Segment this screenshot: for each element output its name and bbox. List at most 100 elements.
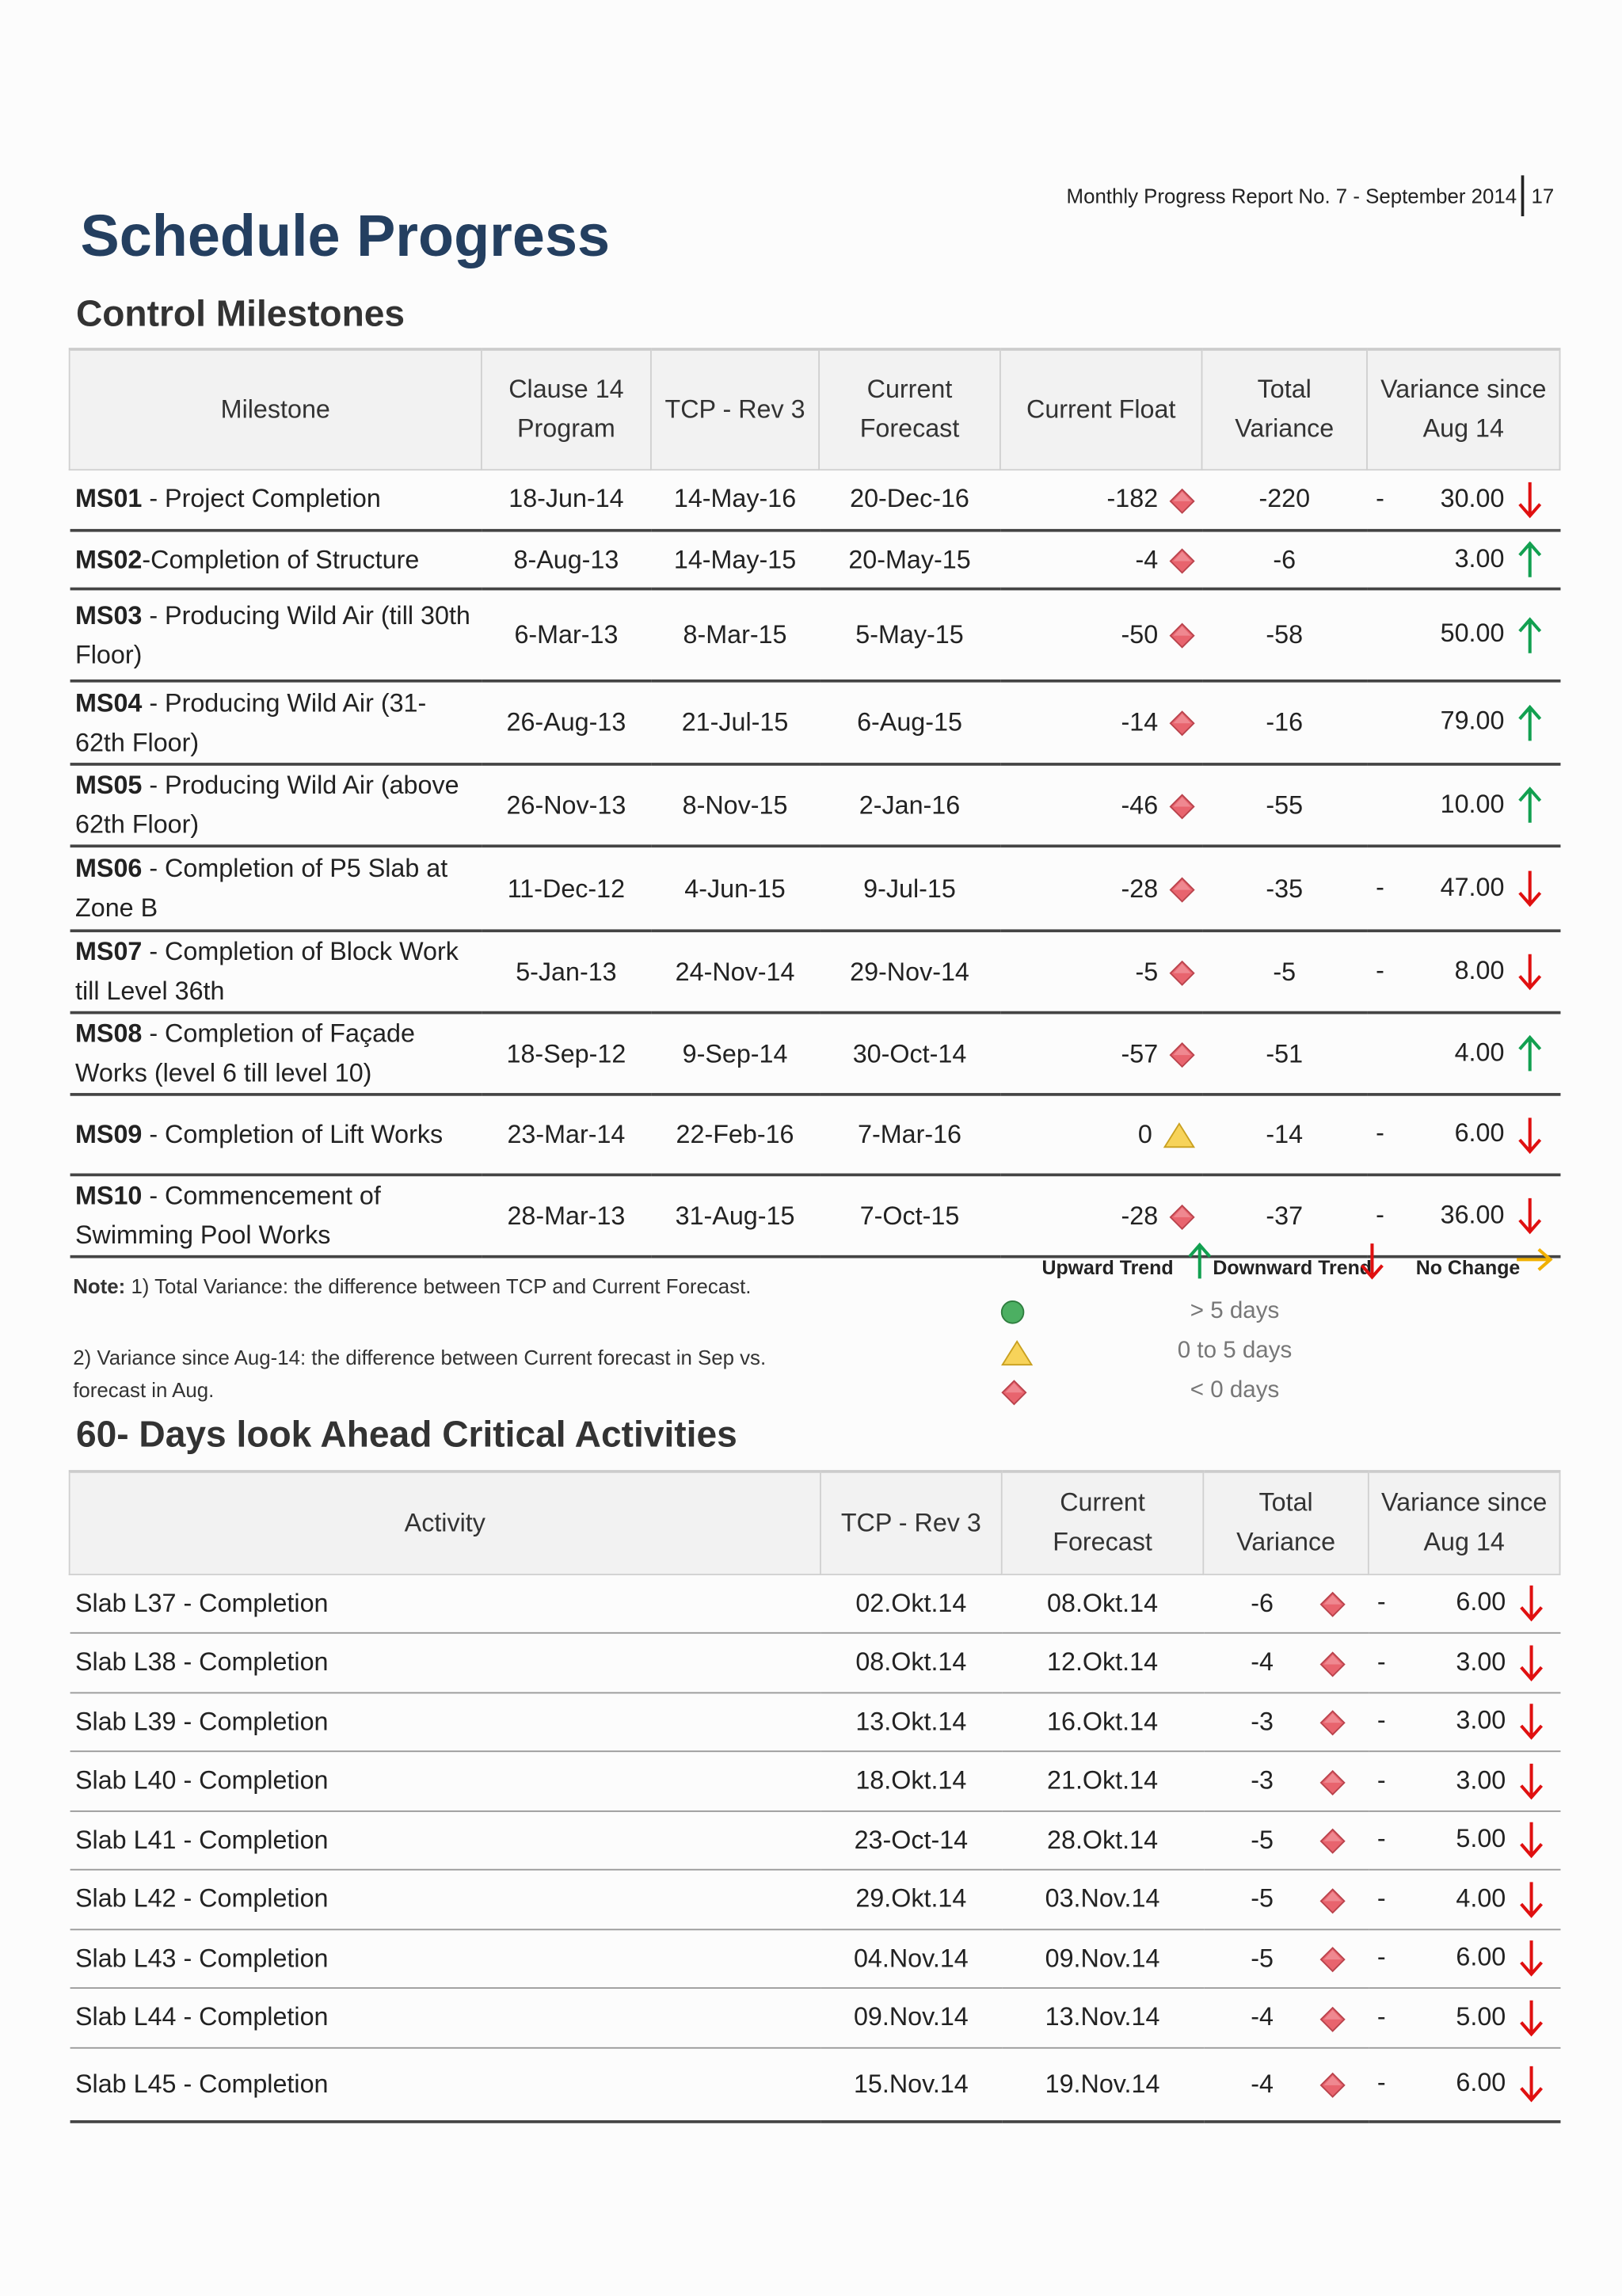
- milestone-code: MS09: [75, 1119, 143, 1149]
- cell: MS05 - Producing Wild Air (above 62th Fl…: [69, 763, 482, 848]
- status-diamond: [1319, 1651, 1345, 1677]
- milestone-code: MS10: [75, 1180, 143, 1210]
- header-row: Milestone Clause 14 Program TCP - Rev 3 Cur…: [68, 348, 1561, 470]
- cell: 30-Oct-14: [819, 1012, 1000, 1096]
- cell: -14: [999, 680, 1202, 766]
- trend-down: [1519, 2000, 1543, 2037]
- activity-row: Slab L41 - Completion 23-Oct-14 28.Okt.14 -…: [69, 1810, 1560, 1871]
- column-header: TCP - Rev 3: [650, 348, 821, 470]
- status-diamond: [1168, 1041, 1194, 1068]
- cell: Slab L39 - Completion: [69, 1692, 821, 1753]
- cell: -5: [1203, 1929, 1369, 1989]
- status-diamond: [1319, 1828, 1345, 1854]
- cell: -35: [1201, 846, 1367, 933]
- cell: 18-Sep-12: [481, 1012, 651, 1096]
- cell: 13.Nov.14: [1001, 1988, 1204, 2048]
- trend-down: [1519, 1763, 1543, 1800]
- activity-row: Slab L43 - Completion 04.Nov.14 09.Nov.14 -…: [69, 1929, 1560, 1989]
- cell: MS04 - Producing Wild Air (31-62th Floor…: [69, 680, 482, 766]
- milestone-name: - Completion of Lift Works: [142, 1119, 444, 1149]
- cell: 9-Sep-14: [650, 1012, 820, 1096]
- cell: MS03 - Producing Wild Air (till 30th Flo…: [69, 588, 482, 683]
- total: -5: [1251, 1824, 1274, 1854]
- sign: -: [1376, 872, 1384, 902]
- status-diamond: [1319, 1710, 1345, 1736]
- trend-down: [1519, 1940, 1543, 1978]
- cell: Slab L37 - Completion: [69, 1574, 821, 1634]
- sign: -: [1376, 1942, 1386, 1972]
- column-header: Current Forecast: [1000, 1470, 1205, 1574]
- cell: -3: [1203, 1692, 1369, 1753]
- status-diamond: [1168, 623, 1194, 649]
- variance: 4.00: [1454, 1037, 1505, 1067]
- icon: [1317, 1706, 1346, 1736]
- status-diamond: [1168, 877, 1194, 903]
- cell: 03.Nov.14: [1001, 1869, 1204, 1930]
- milestone-row: MS01 - Project Completion 18-Jun-14 14-May…: [69, 469, 1560, 532]
- legend-label: < 0 days: [1190, 1377, 1280, 1403]
- legend-label: No Change: [1415, 1256, 1521, 1279]
- trend-down: [1517, 482, 1541, 519]
- cell: 08.Okt.14: [820, 1632, 1002, 1693]
- icon: [1167, 790, 1196, 820]
- section-title: Control Milestones: [75, 293, 406, 335]
- cell: 6-Aug-15: [819, 680, 1000, 766]
- activity-row: Slab L39 - Completion 13.Okt.14 16.Okt.14 -…: [69, 1692, 1560, 1753]
- cell: Slab L40 - Completion: [69, 1751, 821, 1811]
- status-diamond: [1001, 1380, 1027, 1406]
- trend-down: [1519, 1882, 1543, 1918]
- cell: -4: [999, 530, 1202, 591]
- cell: -182: [999, 469, 1202, 532]
- icon: [1516, 870, 1542, 908]
- trend-down: [1519, 1645, 1543, 1681]
- icon: [1167, 1201, 1196, 1230]
- cell: MS10 - Commencement of Swimming Pool Wor…: [69, 1175, 482, 1258]
- status-diamond: [1319, 1769, 1345, 1795]
- cell: 09.Nov.14: [1001, 1929, 1204, 1989]
- column-header: Total Variance: [1201, 348, 1368, 470]
- icon: [1517, 2066, 1544, 2104]
- total: -3: [1251, 1765, 1274, 1795]
- cell: 26-Nov-13: [481, 763, 651, 848]
- cell: - 47.00: [1366, 846, 1560, 933]
- status-diamond: [1319, 2006, 1345, 2032]
- column-header: Current Forecast: [818, 348, 1001, 470]
- cell: MS02-Completion of Structure: [69, 530, 482, 591]
- icon: [1167, 544, 1196, 574]
- milestone-code: MS02: [75, 544, 143, 574]
- cell: 29-Nov-14: [819, 931, 1000, 1015]
- cell: - 3.00: [1368, 1751, 1560, 1811]
- cell: Slab L44 - Completion: [69, 1988, 821, 2048]
- cell: 26-Aug-13: [481, 680, 651, 766]
- variance: 30.00: [1440, 482, 1505, 512]
- cell: 22-Feb-16: [650, 1094, 820, 1177]
- cell: 23-Oct-14: [820, 1810, 1002, 1871]
- activity-row: Slab L45 - Completion 15.Nov.14 19.Nov.14 -…: [69, 2047, 1560, 2123]
- milestones-table: Milestone Clause 14 Program TCP - Rev 3 Cur…: [68, 348, 1561, 1258]
- trend-down: [1519, 1704, 1543, 1741]
- sign: -: [1376, 1883, 1386, 1913]
- trend-down: [1517, 954, 1541, 991]
- cell: 28-Mar-13: [481, 1175, 651, 1258]
- trend-down: [1519, 1586, 1543, 1623]
- cell: 20-May-15: [819, 530, 1000, 591]
- icon: [1167, 619, 1196, 649]
- cell: -57: [999, 1012, 1202, 1096]
- cell: 19.Nov.14: [1001, 2047, 1204, 2123]
- sign: -: [1376, 482, 1384, 512]
- cell: - 8.00: [1366, 931, 1560, 1015]
- icon: [1167, 707, 1196, 737]
- milestone-row: MS07 - Completion of Block Work till Lev…: [69, 931, 1560, 1015]
- float: -57: [1121, 1038, 1159, 1068]
- status-diamond: [1319, 1887, 1345, 1913]
- cell: 12.Okt.14: [1001, 1632, 1204, 1693]
- icon: [1517, 1940, 1544, 1978]
- cell: 18.Okt.14: [820, 1751, 1002, 1811]
- cell: Slab L38 - Completion: [69, 1632, 821, 1693]
- icon: [1517, 1645, 1544, 1681]
- activity-row: Slab L44 - Completion 09.Nov.14 13.Nov.14 -…: [69, 1988, 1560, 2048]
- page-title: Schedule Progress: [80, 204, 611, 269]
- float: 0: [1137, 1119, 1152, 1149]
- column-header: Total Variance: [1202, 1470, 1369, 1574]
